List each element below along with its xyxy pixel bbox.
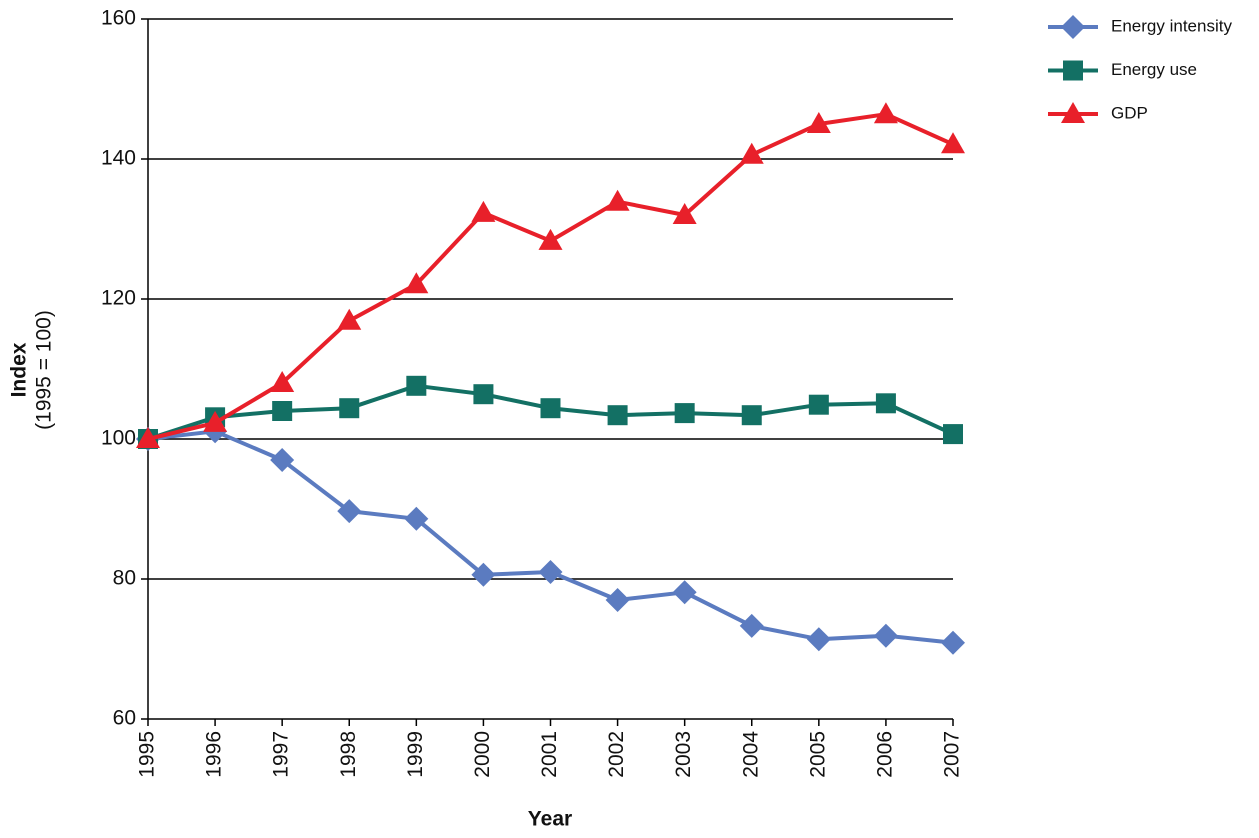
x-tick-label: 2000 (471, 731, 494, 778)
marker (943, 424, 963, 445)
legend-marker (1061, 102, 1085, 123)
marker (873, 623, 898, 648)
marker (875, 393, 896, 414)
marker (404, 272, 429, 294)
marker (941, 132, 965, 154)
marker (471, 200, 496, 222)
marker (270, 448, 295, 472)
series-line (147, 112, 954, 441)
x-tick-label: 1998 (337, 731, 360, 778)
x-tick-label: 2005 (806, 731, 829, 778)
marker (741, 405, 762, 426)
marker (672, 203, 697, 224)
legend-label: GDP (1111, 103, 1148, 122)
x-tick-label: 2002 (605, 731, 628, 778)
marker (873, 102, 898, 124)
marker (272, 401, 293, 421)
x-tick-label: 2006 (873, 731, 896, 778)
legend-marker (1061, 15, 1085, 39)
marker (337, 499, 362, 524)
series-line (147, 429, 954, 645)
marker (941, 630, 965, 655)
marker (339, 398, 360, 419)
x-tick-label: 1995 (136, 731, 159, 778)
x-tick-label: 2003 (672, 731, 695, 778)
marker (672, 580, 697, 605)
legend-label: Energy intensity (1111, 16, 1232, 35)
marker (538, 228, 563, 250)
marker (739, 142, 764, 164)
marker (739, 613, 764, 638)
x-tick-label: 1999 (404, 731, 427, 778)
marker (674, 403, 695, 424)
marker (406, 375, 427, 396)
marker (538, 560, 563, 584)
marker (337, 308, 362, 330)
y-tick-label: 80 (113, 567, 136, 590)
legend-label: Energy use (1111, 60, 1197, 79)
marker (203, 410, 228, 432)
y-tick-label: 60 (113, 707, 136, 730)
x-tick-label: 2004 (739, 731, 762, 778)
y-tick-label: 160 (101, 7, 136, 30)
marker (806, 627, 831, 652)
marker (607, 405, 628, 426)
x-axis-title: Year (528, 808, 572, 831)
y-tick-label: 120 (101, 287, 136, 310)
marker (806, 112, 831, 133)
x-tick-label: 2001 (538, 731, 561, 778)
marker (404, 506, 429, 531)
x-tick-label: 1997 (270, 731, 293, 778)
marker (540, 398, 561, 419)
marker (270, 371, 295, 392)
y-axis-title: Index (8, 342, 31, 397)
marker (136, 427, 160, 448)
x-tick-label: 1996 (203, 731, 226, 778)
y-axis-note: (1995 = 100) (33, 310, 56, 430)
x-tick-label: 2007 (941, 731, 964, 778)
marker (605, 588, 630, 612)
marker (605, 189, 630, 211)
marker (808, 394, 829, 415)
marker (471, 562, 496, 587)
legend-marker (1063, 60, 1083, 81)
y-tick-label: 140 (101, 147, 136, 170)
y-tick-label: 100 (101, 427, 136, 450)
marker (473, 384, 494, 405)
